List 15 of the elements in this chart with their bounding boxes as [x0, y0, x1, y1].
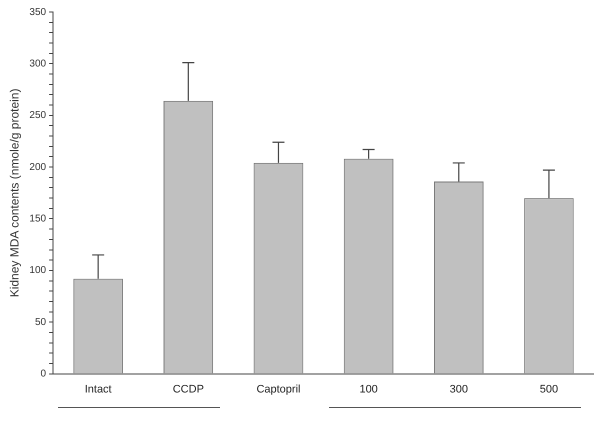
y-axis-title: Kidney MDA contents (nmole/g protein): [8, 88, 22, 298]
x-tick-label: 500: [540, 383, 558, 396]
y-tick-label: 50: [34, 316, 47, 328]
y-tick-label: 200: [29, 162, 47, 173]
x-tick-label: CCDP: [172, 383, 204, 396]
y-tick-label: 150: [29, 213, 47, 224]
x-tick-label: 100: [359, 383, 378, 396]
y-tick-label: 0: [40, 368, 47, 380]
y-tick-label: 250: [29, 110, 47, 122]
y-tick-label: 350: [29, 6, 47, 18]
y-tick-label: 300: [29, 58, 47, 70]
x-tick-label: Intact: [84, 383, 112, 396]
y-tick-label: 100: [29, 265, 47, 276]
x-tick-label: Captopril: [256, 383, 300, 396]
x-tick-label: 300: [450, 383, 468, 396]
